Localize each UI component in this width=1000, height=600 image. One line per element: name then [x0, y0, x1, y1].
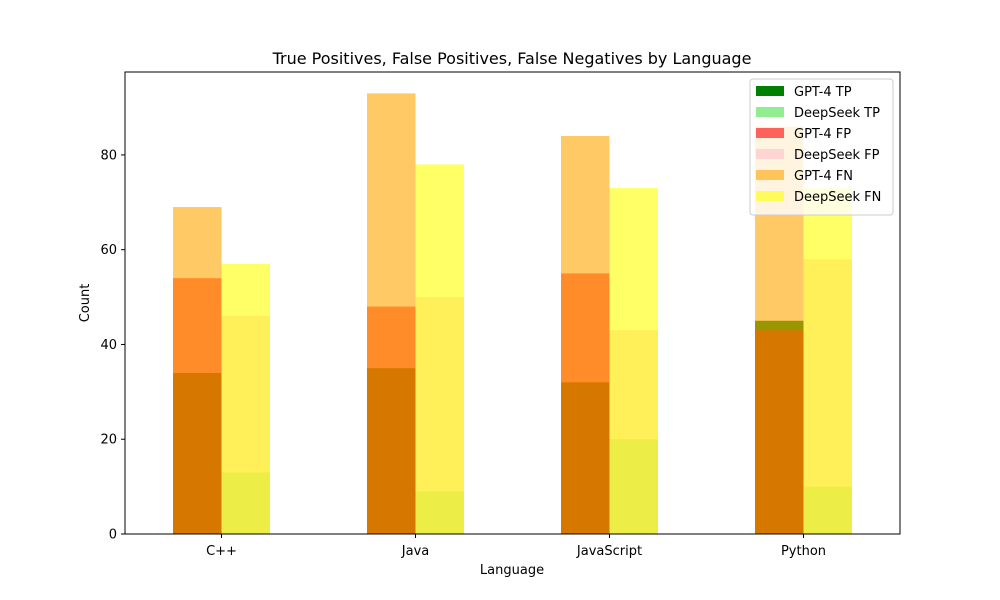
legend-box	[749, 78, 894, 216]
y-tick-label: 40	[100, 338, 117, 353]
legend-label: GPT-4 FN	[794, 169, 853, 184]
legend-label: DeepSeek TP	[794, 106, 880, 121]
y-axis-ticks: 0 20 40 60 80	[100, 148, 125, 543]
legend: GPT-4 TP DeepSeek TP GPT-4 FP DeepSeek FP GP…	[749, 78, 894, 216]
x-axis-title: Language	[480, 563, 544, 578]
chart-title: True Positives, False Positives, False N…	[272, 49, 752, 68]
legend-swatch	[756, 191, 784, 201]
y-tick-label: 60	[100, 243, 117, 258]
y-tick-label: 80	[100, 148, 117, 163]
legend-label: GPT-4 FP	[794, 127, 851, 142]
x-tick-label: Java	[401, 544, 429, 559]
legend-swatch	[756, 86, 784, 96]
bar-gpt-4-fn-cpp	[173, 207, 222, 535]
x-tick-label: C++	[206, 544, 237, 559]
y-tick-label: 20	[100, 433, 117, 448]
y-axis-title: Count	[78, 284, 93, 323]
legend-label: DeepSeek FP	[794, 148, 880, 163]
legend-label: GPT-4 TP	[794, 85, 852, 100]
bar-deepseek-fn-javascript	[609, 188, 658, 535]
bar-deepseek-fn-python	[803, 188, 852, 535]
legend-label: DeepSeek FN	[794, 190, 881, 205]
x-axis-ticks: C++ Java JavaScript Python	[206, 534, 826, 559]
y-tick-label: 0	[109, 528, 117, 543]
plot-frame	[124, 71, 901, 535]
bar-deepseek-fn-java	[415, 164, 464, 534]
x-tick-label: JavaScript	[576, 544, 642, 559]
legend-swatch	[756, 128, 784, 138]
legend-swatch	[756, 107, 784, 117]
bar-gpt-4-fn-java	[367, 93, 416, 535]
legend-swatch	[756, 170, 784, 180]
legend-swatch	[756, 149, 784, 159]
x-tick-label: Python	[781, 544, 826, 559]
bar-deepseek-fn-cpp	[221, 263, 270, 534]
bar-gpt-4-fn-javascript	[561, 135, 610, 534]
bars-layer	[173, 93, 852, 535]
